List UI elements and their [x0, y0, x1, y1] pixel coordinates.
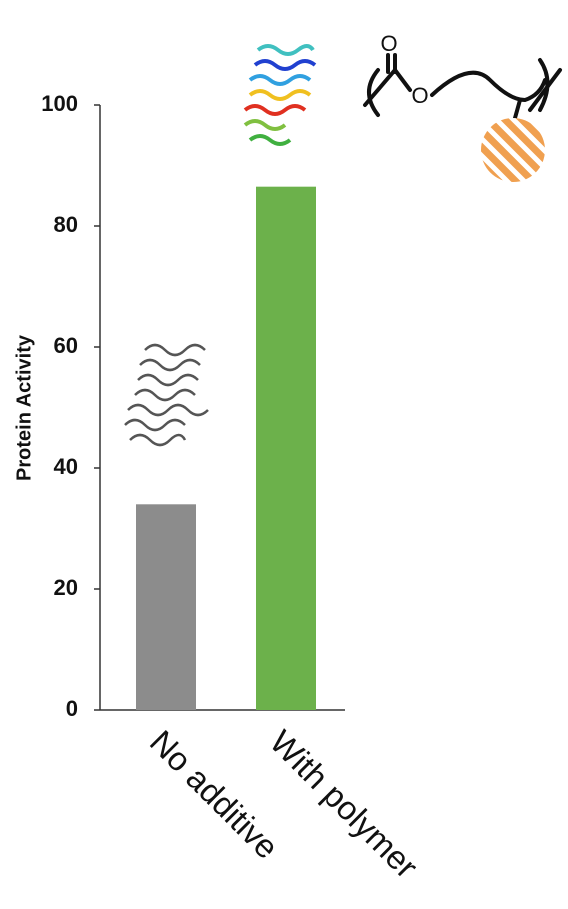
atom-label: O: [380, 31, 397, 56]
bar: [136, 504, 196, 710]
x-tick-label: With polymer: [263, 723, 425, 885]
protein-color: [243, 44, 317, 146]
x-tick-label: No additive: [143, 723, 286, 866]
y-tick-label: 60: [54, 333, 78, 358]
atom-label: O: [411, 83, 428, 108]
y-tick-label: 80: [54, 212, 78, 237]
bar: [256, 186, 316, 711]
y-tick-label: 0: [66, 696, 78, 721]
y-axis-label: Protein Activity: [13, 334, 35, 481]
y-tick-label: 40: [54, 454, 78, 479]
protein-gray: [124, 343, 209, 447]
polymer-bead: [481, 118, 545, 182]
y-tick-label: 20: [54, 575, 78, 600]
y-tick-label: 100: [41, 91, 78, 116]
polymer-structure: [363, 53, 562, 120]
